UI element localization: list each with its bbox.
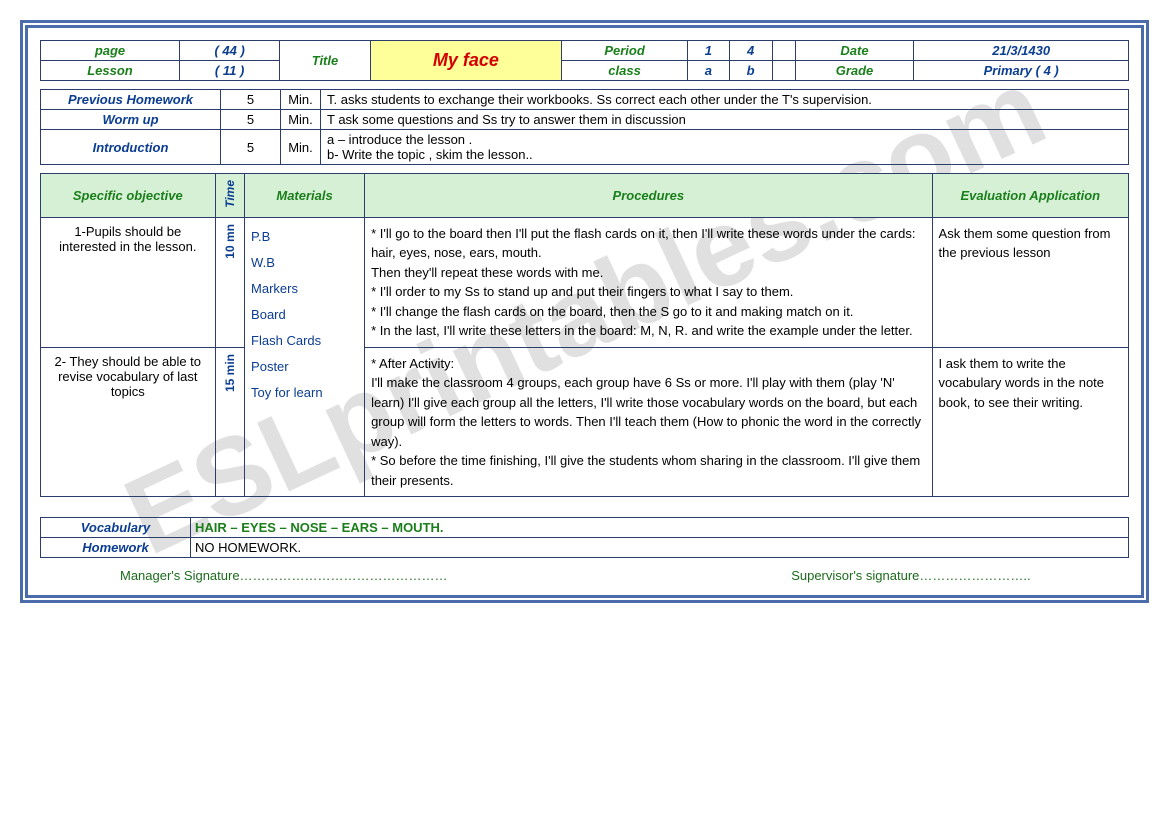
intro-minlbl-0: Min. [281, 90, 321, 110]
main-table: Specific objective Time Materials Proced… [40, 173, 1129, 497]
intro-label-2: Introduction [41, 130, 221, 165]
period-1: 1 [688, 41, 729, 61]
date-value: 21/3/1430 [914, 41, 1129, 61]
lesson-value: ( 11 ) [179, 61, 279, 81]
title-label: Title [280, 41, 370, 81]
intro-text-1: T ask some questions and Ss try to answe… [321, 110, 1129, 130]
intro-row: Previous Homework5Min.T. asks students t… [41, 90, 1129, 110]
objective-2: 2- They should be able to revise vocabul… [41, 347, 216, 497]
class-a: a [688, 61, 729, 81]
intro-min-0: 5 [221, 90, 281, 110]
time-1: 10 mn [223, 224, 237, 259]
page-value: ( 44 ) [179, 41, 279, 61]
col-objective: Specific objective [41, 174, 216, 218]
lesson-plan-frame: page ( 44 ) Title My face Period 1 4 Dat… [20, 20, 1149, 603]
objective-1: 1-Pupils should be interested in the les… [41, 217, 216, 347]
time-2: 15 min [223, 354, 237, 392]
procedures-2: * After Activity: I'll make the classroo… [365, 347, 932, 497]
evaluation-1: Ask them some question from the previous… [932, 217, 1128, 347]
intro-text-2: a – introduce the lesson . b- Write the … [321, 130, 1129, 165]
header-table: page ( 44 ) Title My face Period 1 4 Dat… [40, 40, 1129, 81]
intro-text-0: T. asks students to exchange their workb… [321, 90, 1129, 110]
class-label: class [562, 61, 688, 81]
evaluation-2: I ask them to write the vocabulary words… [932, 347, 1128, 497]
table-row: 2- They should be able to revise vocabul… [41, 347, 1129, 497]
col-procedures: Procedures [365, 174, 932, 218]
col-evaluation: Evaluation Application [932, 174, 1128, 218]
intro-min-2: 5 [221, 130, 281, 165]
grade-label: Grade [795, 61, 914, 81]
intro-label-0: Previous Homework [41, 90, 221, 110]
supervisor-signature: Supervisor's signature…………………….. [791, 568, 1030, 583]
col-materials: Materials [245, 174, 365, 218]
grade-value: Primary ( 4 ) [914, 61, 1129, 81]
intro-min-1: 5 [221, 110, 281, 130]
vocabulary-value: HAIR – EYES – NOSE – EARS – MOUTH. [191, 518, 1129, 538]
period-2: 4 [729, 41, 772, 61]
lesson-label: Lesson [41, 61, 180, 81]
intro-row: Worm up5Min.T ask some questions and Ss … [41, 110, 1129, 130]
vocab-table: Vocabulary HAIR – EYES – NOSE – EARS – M… [40, 517, 1129, 558]
table-row: 1-Pupils should be interested in the les… [41, 217, 1129, 347]
vocabulary-label: Vocabulary [41, 518, 191, 538]
manager-signature: Manager's Signature………………………………………… [120, 568, 448, 583]
period-blank [772, 41, 795, 61]
homework-label: Homework [41, 538, 191, 558]
intro-label-1: Worm up [41, 110, 221, 130]
date-label: Date [795, 41, 914, 61]
intro-minlbl-1: Min. [281, 110, 321, 130]
page-label: page [41, 41, 180, 61]
col-time: Time [223, 180, 237, 208]
lesson-title: My face [370, 41, 561, 81]
signature-line: Manager's Signature………………………………………… Supe… [40, 568, 1129, 583]
intro-minlbl-2: Min. [281, 130, 321, 165]
intro-table: Previous Homework5Min.T. asks students t… [40, 89, 1129, 165]
class-b: b [729, 61, 772, 81]
procedures-1: * I'll go to the board then I'll put the… [365, 217, 932, 347]
homework-value: NO HOMEWORK. [191, 538, 1129, 558]
materials-cell: P.B W.B Markers Board Flash Cards Poster… [245, 217, 365, 497]
period-label: Period [562, 41, 688, 61]
class-blank [772, 61, 795, 81]
intro-row: Introduction5Min.a – introduce the lesso… [41, 130, 1129, 165]
